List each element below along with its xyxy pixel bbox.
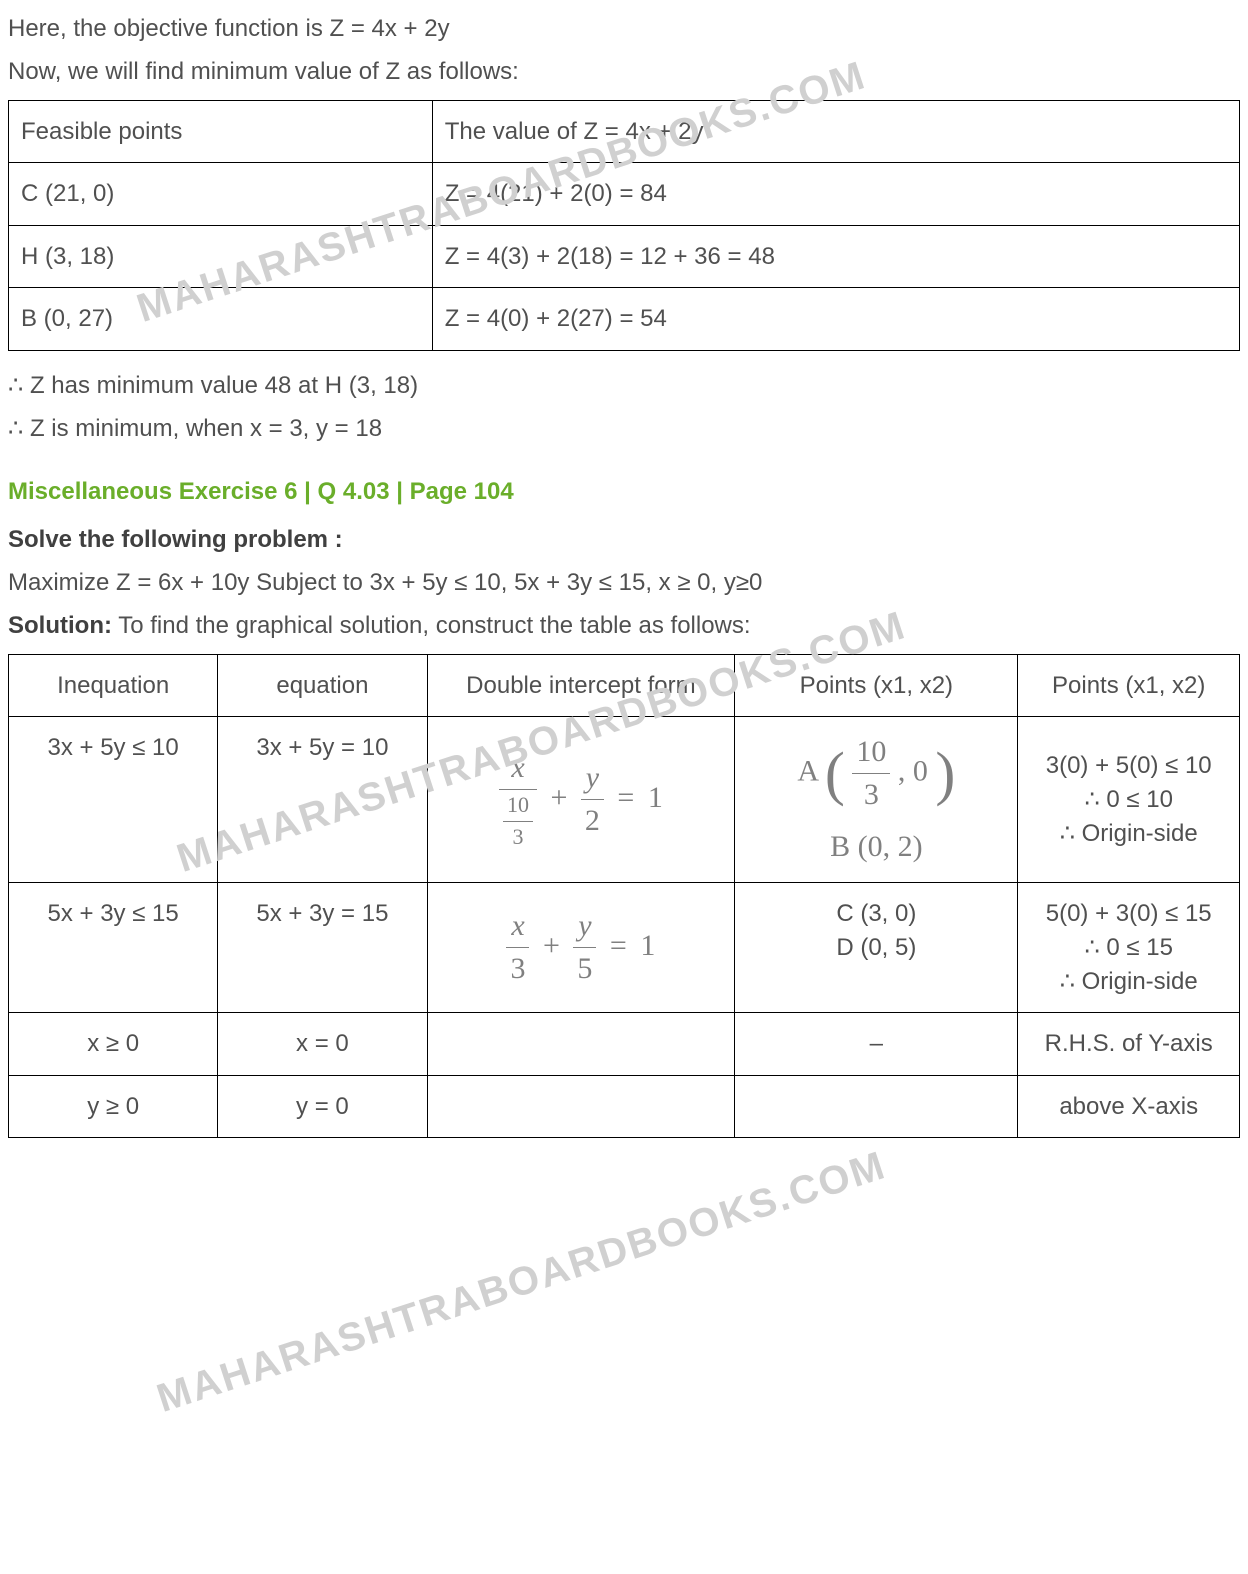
table-header-cell: Points (x1, x2) xyxy=(735,654,1018,717)
table-row: y ≥ 0 y = 0 above X-axis xyxy=(9,1075,1240,1138)
table-cell-inequation: 3x + 5y ≤ 10 xyxy=(9,717,218,883)
eq-rhs: 1 xyxy=(648,781,663,814)
eq-num: 10 xyxy=(852,731,890,773)
eq-den: 2 xyxy=(581,799,604,842)
eq-den: 3 xyxy=(506,947,529,990)
table-cell-points xyxy=(735,1075,1018,1138)
table-cell-region: above X-axis xyxy=(1018,1075,1240,1138)
point-b: B (0, 2) xyxy=(747,826,1005,868)
table-cell-points: – xyxy=(735,1013,1018,1076)
table-row: H (3, 18) Z = 4(3) + 2(18) = 12 + 36 = 4… xyxy=(9,225,1240,288)
watermark: MAHARASHTRABOARDBOOKS.COM xyxy=(152,1143,892,1422)
table-cell-points: A ( 10 3 , 0 ) B (0, 2) xyxy=(735,717,1018,883)
table-cell-equation: x = 0 xyxy=(218,1013,427,1076)
eq-rhs: 1 xyxy=(640,929,655,962)
table-cell-inequation: 5x + 3y ≤ 15 xyxy=(9,883,218,1013)
table-cell-intercept xyxy=(427,1013,735,1076)
table-header-cell: Points (x1, x2) xyxy=(1018,654,1240,717)
conclusion-line-2: ∴ Z is minimum, when x = 3, y = 18 xyxy=(8,412,1240,447)
table-header-cell: equation xyxy=(218,654,427,717)
intro-line-2: Now, we will find minimum value of Z as … xyxy=(8,55,1240,90)
table-cell-intercept xyxy=(427,1075,735,1138)
point-label: A xyxy=(797,755,817,788)
eq-den: 3 xyxy=(503,821,533,853)
table-cell-equation: 5x + 3y = 15 xyxy=(218,883,427,1013)
eq-den: 5 xyxy=(573,947,596,990)
table-row: C (21, 0) Z = 4(21) + 2(0) = 84 xyxy=(9,163,1240,226)
eq-num: 10 xyxy=(503,790,533,821)
table-header-cell: The value of Z = 4x + 2y xyxy=(432,100,1239,163)
table-row: Inequation equation Double intercept for… xyxy=(9,654,1240,717)
eq-den: 3 xyxy=(852,773,890,816)
problem-text: Maximize Z = 6x + 10y Subject to 3x + 5y… xyxy=(8,566,1240,601)
table-cell-region: 3(0) + 5(0) ≤ 10 ∴ 0 ≤ 10 ∴ Origin-side xyxy=(1018,717,1240,883)
table-cell: Z = 4(0) + 2(27) = 54 xyxy=(432,288,1239,351)
problem-label: Solve the following problem : xyxy=(8,523,1240,558)
table-cell: Z = 4(21) + 2(0) = 84 xyxy=(432,163,1239,226)
point-y: 0 xyxy=(913,755,928,788)
table-row: 5x + 3y ≤ 15 5x + 3y = 15 x 3 + y 5 = 1 … xyxy=(9,883,1240,1013)
conclusion-line-1: ∴ Z has minimum value 48 at H (3, 18) xyxy=(8,369,1240,404)
solution-line: Solution: To find the graphical solution… xyxy=(8,609,1240,644)
table-cell-region: 5(0) + 3(0) ≤ 15 ∴ 0 ≤ 15 ∴ Origin-side xyxy=(1018,883,1240,1013)
table-graphical-solution: Inequation equation Double intercept for… xyxy=(8,654,1240,1139)
table-header-cell: Feasible points xyxy=(9,100,433,163)
table-header-cell: Double intercept form xyxy=(427,654,735,717)
table-cell-equation: 3x + 5y = 10 xyxy=(218,717,427,883)
table-cell-equation: y = 0 xyxy=(218,1075,427,1138)
table-cell: B (0, 27) xyxy=(9,288,433,351)
table-cell: C (21, 0) xyxy=(9,163,433,226)
table-row: Feasible points The value of Z = 4x + 2y xyxy=(9,100,1240,163)
table-row: x ≥ 0 x = 0 – R.H.S. of Y-axis xyxy=(9,1013,1240,1076)
solution-intro: To find the graphical solution, construc… xyxy=(112,612,751,639)
intro-line-1: Here, the objective function is Z = 4x +… xyxy=(8,12,1240,47)
solution-label: Solution: xyxy=(8,612,112,639)
eq-var: y xyxy=(586,761,599,794)
table-cell-intercept: x 3 + y 5 = 1 xyxy=(427,883,735,1013)
eq-var: x xyxy=(511,751,524,784)
table-cell-region: R.H.S. of Y-axis xyxy=(1018,1013,1240,1076)
table-row: B (0, 27) Z = 4(0) + 2(27) = 54 xyxy=(9,288,1240,351)
table-cell: H (3, 18) xyxy=(9,225,433,288)
table-cell-points: C (3, 0) D (0, 5) xyxy=(735,883,1018,1013)
eq-var: y xyxy=(578,909,591,942)
eq-var: x xyxy=(511,909,524,942)
table-header-cell: Inequation xyxy=(9,654,218,717)
table-cell-inequation: x ≥ 0 xyxy=(9,1013,218,1076)
table-cell: Z = 4(3) + 2(18) = 12 + 36 = 48 xyxy=(432,225,1239,288)
table-row: 3x + 5y ≤ 10 3x + 5y = 10 x 10 3 + y 2 xyxy=(9,717,1240,883)
table-cell-inequation: y ≥ 0 xyxy=(9,1075,218,1138)
table-cell-intercept: x 10 3 + y 2 = 1 xyxy=(427,717,735,883)
exercise-heading: Miscellaneous Exercise 6 | Q 4.03 | Page… xyxy=(8,475,1240,510)
table-z-values: Feasible points The value of Z = 4x + 2y… xyxy=(8,100,1240,351)
